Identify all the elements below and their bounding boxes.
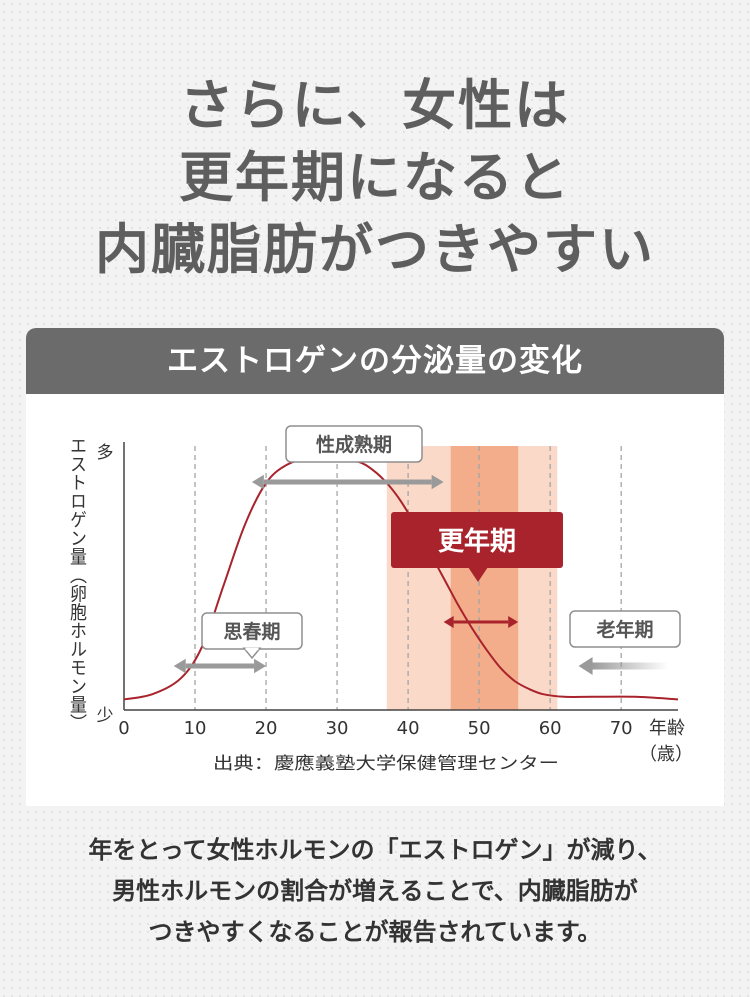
x-axis-unit: （歳） [639, 744, 693, 765]
x-tick-label-20: 20 [255, 718, 278, 739]
source-note: 出典：慶應義塾大学保健管理センター [213, 753, 559, 774]
headline: さらに、女性は 更年期になると 内臓脂肪がつきやすい [0, 70, 750, 286]
chart-panel: 多少エストロゲン量（卵胞ホルモン量） 0 10 20 30 40 50 60 70 年齢 （歳） 出典… [26, 394, 724, 806]
estrogen-curve [123, 457, 679, 701]
x-tick-label-70: 70 [610, 718, 633, 739]
caption: 年をとって女性ホルモンの「エストロゲン」が減り、 男性ホルモンの割合が増えること… [0, 830, 750, 953]
arrow-puberty-left-head [173, 658, 186, 674]
x-tick-label-10: 10 [184, 718, 207, 739]
chart-title: エストロゲンの分泌量の変化 [26, 328, 724, 394]
arrow-old-age [578, 657, 668, 675]
arrow-maturity [251, 474, 444, 490]
arrow-menopause-left-head [443, 616, 454, 628]
label-old-age-box [569, 610, 681, 648]
label-menopause: 更年期 [391, 512, 563, 582]
x-tick-label-30: 30 [326, 718, 349, 739]
label-old-age-label: 老年期 [596, 618, 653, 641]
label-menopause-box [391, 512, 563, 568]
label-menopause-text: 更年期 [438, 526, 516, 557]
caption-line-2: 男性ホルモンの割合が増えることで、内臓脂肪が [112, 877, 638, 905]
y-high-label: 多 [97, 443, 114, 463]
y-axis-title: エストロゲン量（卵胞ホルモン量） [66, 436, 87, 732]
arrow-old-age-shaft [590, 662, 668, 670]
x-tick-label-40: 40 [397, 718, 420, 739]
arrow-old-age-head [578, 657, 593, 675]
label-old-age: 老年期 [569, 610, 681, 648]
headline-line-2: 更年期になると [179, 146, 571, 209]
arrow-menopause [443, 616, 519, 628]
arrow-puberty [173, 658, 267, 674]
label-puberty-label: 思春期 [223, 620, 280, 643]
caption-line-1: 年をとって女性ホルモンの「エストロゲン」が減り、 [88, 836, 662, 864]
label-maturity: 性成熟期 [285, 425, 423, 463]
arrow-puberty-right-head [254, 658, 267, 674]
y-low-label: 少 [97, 706, 114, 726]
arrow-maturity-left-head [251, 474, 264, 490]
label-maturity-box [285, 425, 423, 463]
label-puberty: 思春期 [201, 612, 303, 660]
headline-line-3: 内臓脂肪がつきやすい [95, 218, 655, 281]
arrow-maturity-right-head [431, 474, 444, 490]
arrow-menopause-right-head [508, 616, 519, 628]
x-axis-title: 年齢 [649, 718, 685, 739]
x-tick-label-0: 0 [118, 718, 129, 739]
headline-line-1: さらに、女性は [179, 74, 571, 137]
label-maturity-label: 性成熟期 [316, 433, 392, 456]
label-menopause-pointer [468, 567, 488, 582]
caption-line-3: つきやすくなることが報告されています。 [148, 918, 602, 946]
x-tick-label-50: 50 [468, 718, 491, 739]
x-tick-label-60: 60 [539, 718, 562, 739]
band-1 [450, 446, 519, 710]
